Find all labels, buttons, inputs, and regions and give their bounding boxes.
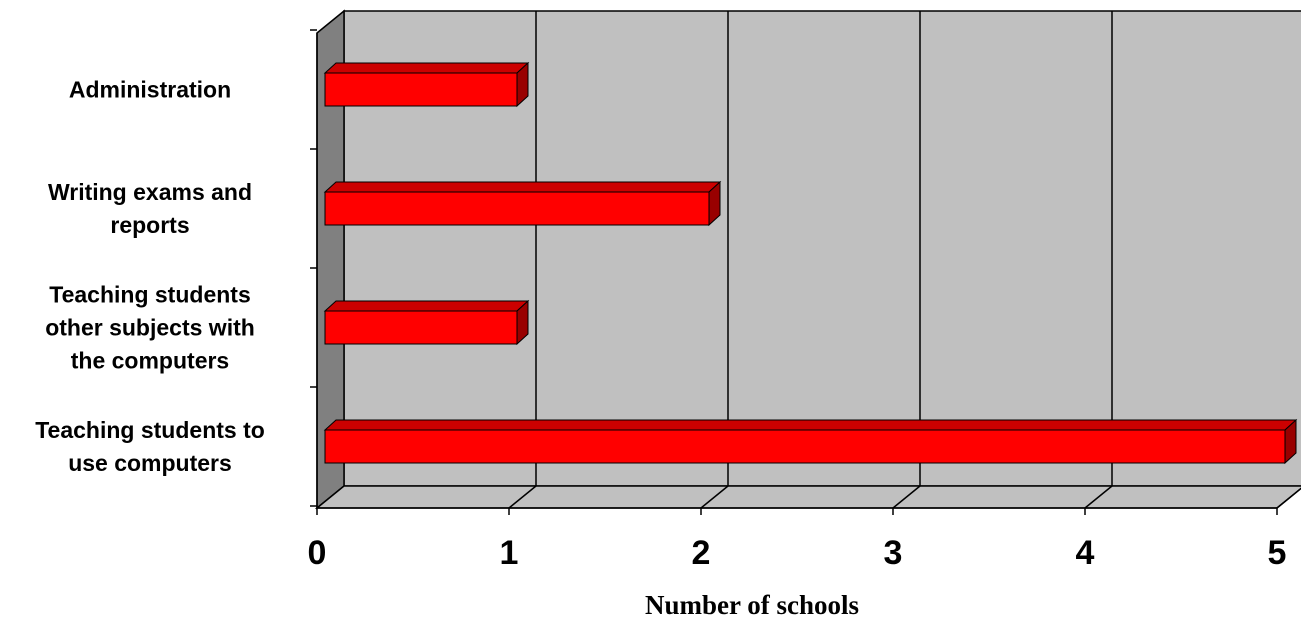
bar-front	[324, 429, 1286, 464]
bar	[323, 299, 530, 346]
bar-front	[324, 310, 518, 345]
floor-gridline	[892, 485, 921, 509]
category-label-line: use computers	[68, 450, 232, 476]
floor-gridline	[1276, 487, 1301, 509]
category-label-line: Administration	[69, 77, 231, 103]
x-tick-label: 4	[1076, 534, 1095, 572]
bar	[323, 418, 1298, 465]
x-tick-label: 1	[500, 534, 519, 572]
bar	[323, 180, 722, 227]
floor-gridline	[508, 485, 537, 509]
bar	[323, 61, 530, 108]
category-label-line: Writing exams and	[48, 179, 252, 205]
category-label: Teaching students other subjects with the …	[45, 282, 255, 374]
x-tick-label: 3	[884, 534, 903, 572]
floor-gridline	[1084, 485, 1113, 509]
floor	[314, 485, 1301, 509]
x-tick-label: 2	[692, 534, 711, 572]
floor-gridline	[700, 485, 729, 509]
category-label-line: reports	[110, 212, 189, 238]
bar-top	[323, 300, 530, 312]
category-label-line: Teaching students	[49, 282, 251, 308]
category-label-line: other subjects with	[45, 315, 255, 341]
bar-top	[323, 62, 530, 74]
category-label: Administration	[69, 77, 231, 103]
category-label-line: the computers	[71, 348, 229, 374]
bar-front	[324, 72, 518, 107]
gridlines	[508, 11, 1301, 509]
x-axis-title: Number of schools	[645, 590, 859, 620]
x-tick-label: 5	[1268, 534, 1287, 572]
bars	[323, 61, 1298, 465]
bar-front	[324, 191, 710, 226]
category-label: Teaching students to use computers	[35, 417, 265, 476]
tick-labels: 0 1 2 3 4 5	[308, 534, 1287, 572]
category-label: Writing exams and reports	[48, 179, 252, 238]
bar-top	[323, 419, 1298, 431]
bar-top	[323, 181, 722, 193]
x-tick-label: 0	[308, 534, 327, 572]
axes	[310, 29, 1278, 515]
category-labels: Administration Writing exams and reports Te…	[35, 77, 265, 477]
category-label-line: Teaching students to	[35, 417, 265, 443]
chart-walls	[314, 9, 1301, 510]
